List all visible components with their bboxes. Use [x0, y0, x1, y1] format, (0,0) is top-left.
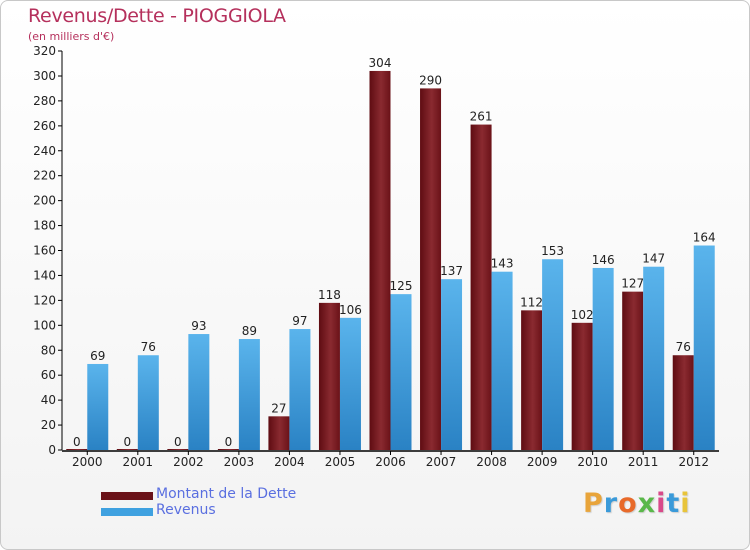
logo-letter: i: [656, 488, 667, 519]
x-tick-label-2012: 2012: [678, 455, 709, 469]
x-tick-label-2010: 2010: [577, 455, 608, 469]
y-tick-label: 20: [41, 418, 56, 432]
bar-debt-2008: [470, 124, 492, 451]
data-label-debt-2007: 290: [419, 73, 442, 87]
bar-revenue-2008: [491, 271, 513, 450]
y-tick-label: 60: [41, 368, 56, 382]
bar-debt-2003: [217, 449, 239, 450]
y-tick-label: 300: [33, 69, 56, 83]
bar-revenue-2010: [592, 267, 614, 450]
bar-debt-2006: [369, 70, 391, 450]
bar-revenue-2007: [441, 279, 463, 450]
data-label-revenue-2005: 106: [339, 303, 362, 317]
data-label-debt-2003: 0: [225, 435, 233, 449]
x-tick-label-2001: 2001: [123, 455, 154, 469]
x-tick-label-2008: 2008: [476, 455, 507, 469]
y-tick-label: 160: [33, 244, 56, 258]
bar-revenue-2006: [390, 294, 412, 450]
data-label-debt-2009: 112: [520, 295, 543, 309]
chart-subtitle: (en milliers d'€): [28, 30, 115, 43]
y-tick-label: 80: [41, 343, 56, 357]
bar-debt-2000: [66, 449, 88, 450]
x-tick-label-2004: 2004: [274, 455, 305, 469]
bar-revenue-2009: [542, 259, 564, 450]
x-tick-label-2005: 2005: [325, 455, 356, 469]
data-label-revenue-2000: 69: [90, 349, 105, 363]
y-tick-label: 100: [33, 318, 56, 332]
data-label-debt-2010: 102: [571, 308, 594, 322]
bar-revenue-2001: [137, 355, 159, 450]
bar-debt-2009: [521, 310, 543, 450]
legend-label-revenue: Revenus: [156, 502, 216, 518]
data-label-revenue-2012: 164: [693, 231, 716, 245]
logo-letter: t: [666, 488, 681, 519]
data-label-debt-2001: 0: [123, 435, 131, 449]
logo-letter: P: [583, 488, 604, 519]
x-tick-label-2003: 2003: [224, 455, 255, 469]
data-label-revenue-2008: 143: [491, 257, 514, 271]
bar-debt-2002: [167, 449, 189, 450]
y-tick-label: 240: [33, 144, 56, 158]
data-label-debt-2000: 0: [73, 435, 81, 449]
x-tick-label-2007: 2007: [426, 455, 457, 469]
y-tick-label: 260: [33, 119, 56, 133]
x-tick-label-2011: 2011: [628, 455, 659, 469]
data-label-revenue-2004: 97: [292, 314, 307, 328]
data-label-debt-2008: 261: [470, 110, 493, 124]
y-tick-label: 140: [33, 268, 56, 282]
data-label-debt-2005: 118: [318, 288, 341, 302]
data-label-debt-2011: 127: [621, 277, 644, 291]
y-tick-label: 200: [33, 194, 56, 208]
bar-debt-2005: [318, 302, 340, 450]
bar-revenue-2004: [289, 329, 311, 450]
data-label-revenue-2007: 137: [440, 264, 463, 278]
bar-revenue-2002: [188, 334, 210, 450]
legend-swatch-revenue: [101, 508, 153, 516]
bar-debt-2012: [672, 355, 694, 450]
x-tick-label-2000: 2000: [72, 455, 103, 469]
y-tick-label: 320: [33, 44, 56, 58]
data-label-revenue-2009: 153: [541, 244, 564, 258]
data-label-revenue-2006: 125: [390, 279, 413, 293]
y-tick-label: 220: [33, 169, 56, 183]
legend-label-debt: Montant de la Dette: [156, 486, 297, 502]
chart-title: Revenus/Dette - PIOGGIOLA: [28, 5, 286, 27]
data-label-debt-2002: 0: [174, 435, 182, 449]
logo-letter: o: [618, 488, 638, 519]
bar-debt-2001: [116, 449, 138, 450]
y-tick-label: 180: [33, 219, 56, 233]
logo-letter: r: [603, 488, 619, 519]
data-label-revenue-2011: 147: [642, 252, 665, 266]
data-label-revenue-2001: 76: [141, 340, 156, 354]
data-label-revenue-2002: 93: [191, 319, 206, 333]
bar-revenue-2005: [339, 317, 361, 450]
y-tick-label: 120: [33, 293, 56, 307]
bar-revenue-2011: [643, 266, 665, 450]
logo-letter: i: [680, 488, 691, 519]
data-label-debt-2006: 304: [369, 56, 392, 70]
bar-revenue-2003: [238, 339, 260, 450]
bar-revenue-2012: [693, 245, 715, 450]
data-label-debt-2004: 27: [271, 401, 286, 415]
y-tick-label: 280: [33, 94, 56, 108]
x-tick-label-2006: 2006: [375, 455, 406, 469]
data-label-debt-2012: 76: [676, 340, 691, 354]
proxiti-logo: Proxiti: [583, 488, 691, 519]
x-tick-label-2002: 2002: [173, 455, 204, 469]
x-tick-label-2009: 2009: [527, 455, 558, 469]
y-tick-label: 40: [41, 393, 56, 407]
bar-debt-2011: [622, 291, 644, 450]
bar-revenue-2000: [87, 363, 109, 450]
data-label-revenue-2010: 146: [592, 253, 615, 267]
y-tick-label: 0: [48, 443, 56, 457]
logo-letter: x: [637, 488, 657, 519]
data-label-revenue-2003: 89: [242, 324, 257, 338]
legend-swatch-debt: [101, 492, 153, 500]
bar-debt-2007: [420, 88, 442, 450]
bar-debt-2004: [268, 416, 290, 450]
bar-debt-2010: [571, 322, 593, 450]
